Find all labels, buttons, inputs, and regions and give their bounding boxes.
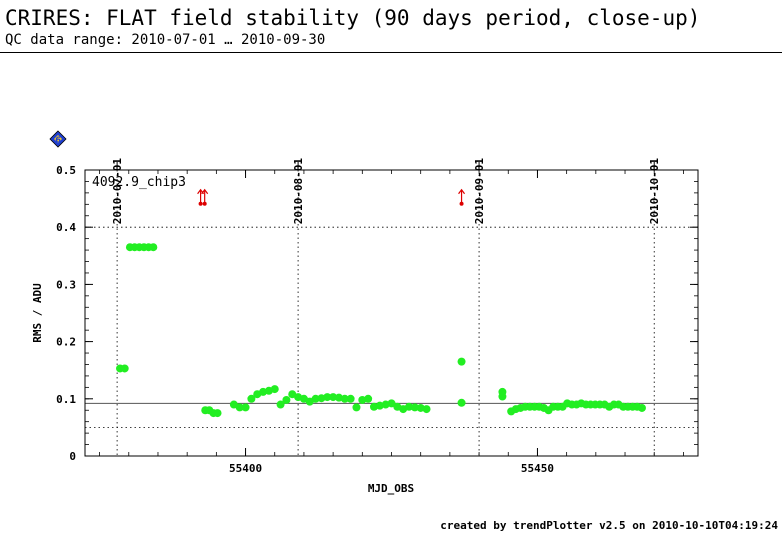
badge-icon: 6: [49, 130, 67, 148]
data-point: [311, 394, 320, 403]
data-point: [457, 398, 466, 407]
chart-subtitle: QC data range: 2010-07-01 … 2010-09-30: [5, 32, 326, 48]
data-point: [149, 243, 158, 252]
y-tick-label: 0.2: [56, 336, 76, 349]
data-point: [422, 405, 431, 414]
outlier-arrow: [201, 188, 209, 206]
x-tick-label: 55450: [521, 462, 554, 475]
date-marker-label: 2010-10-01: [648, 158, 661, 225]
date-axis: 2010-07-01 2010-08-01 2010-09-01 2010-10-01: [111, 158, 661, 456]
y-tick-label: 0.3: [56, 278, 76, 291]
data-point: [352, 403, 361, 412]
header-divider: [0, 52, 782, 53]
data-point: [405, 402, 414, 411]
reference-lines: [85, 226, 698, 428]
data-point: [270, 385, 279, 394]
y-tick-label: 0.4: [56, 221, 76, 234]
data-point: [410, 403, 419, 412]
data-point: [498, 392, 507, 401]
date-marker-label: 2010-09-01: [473, 158, 486, 225]
date-marker-label: 2010-08-01: [292, 158, 305, 225]
data-point: [120, 364, 129, 373]
data-point: [276, 400, 285, 409]
data-point: [241, 403, 250, 412]
y-tick-label: 0.1: [56, 393, 76, 406]
y-tick-label: 0.5: [56, 164, 76, 177]
data-point: [213, 409, 222, 418]
badge-label: 6: [55, 136, 61, 145]
x-tick-label: 55400: [229, 462, 262, 475]
panel-label: 4092.9_chip3: [92, 175, 186, 190]
data-point: [329, 393, 338, 402]
data-point: [364, 394, 373, 403]
outlier-markers: [197, 188, 466, 206]
axis-ticks: 0 0.1 0.2 0.3 0.4 0.5 55400 55450: [56, 164, 698, 475]
data-points: [116, 243, 646, 418]
data-point: [346, 394, 355, 403]
data-point: [235, 403, 244, 412]
chart-title: CRIRES: FLAT field stability (90 days pe…: [5, 6, 701, 30]
data-point: [387, 399, 396, 408]
data-point: [247, 394, 256, 403]
data-point: [637, 403, 646, 412]
footer-credit: created by trendPlotter v2.5 on 2010-10-…: [440, 519, 778, 532]
plot-frame: [84, 169, 699, 457]
data-point: [340, 394, 349, 403]
y-tick-label: 0: [69, 450, 76, 463]
y-axis-label: RMS / ADU: [31, 283, 44, 343]
data-point: [323, 393, 332, 402]
x-axis-label: MJD_OBS: [368, 482, 414, 495]
data-point: [457, 357, 466, 366]
outlier-arrow: [458, 188, 466, 206]
data-point: [282, 395, 291, 404]
date-marker-label: 2010-07-01: [111, 158, 124, 225]
